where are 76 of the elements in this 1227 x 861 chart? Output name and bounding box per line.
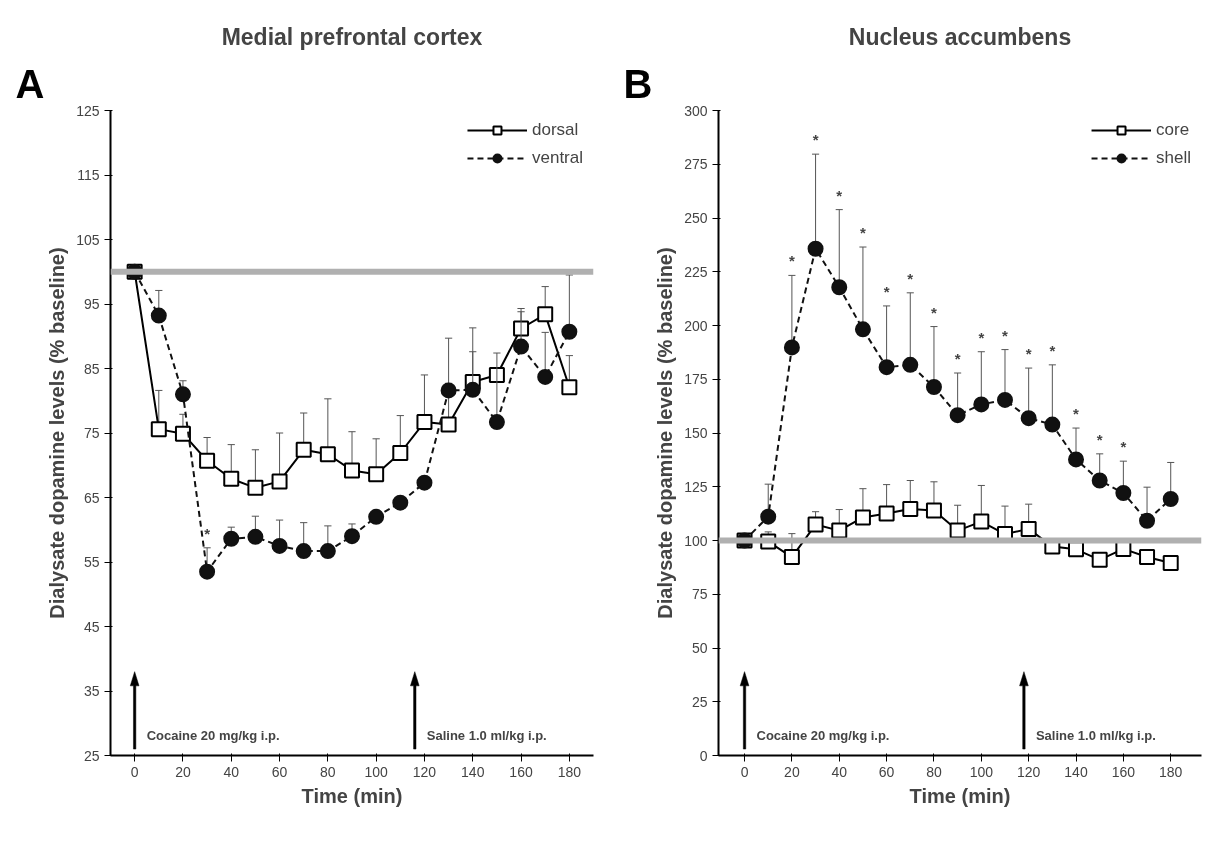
y-tick-label: 115 xyxy=(77,167,100,183)
y-tick-label: 95 xyxy=(83,296,100,312)
annotation: * xyxy=(860,224,867,242)
y-tick-label: 250 xyxy=(684,210,708,226)
x-tick-label: 60 xyxy=(271,763,288,780)
y-tick-label: 125 xyxy=(76,102,100,119)
ref-line-label: Saline 1.0 ml/kg i.p. xyxy=(1035,727,1156,743)
x-tick-label: 20 xyxy=(175,763,191,780)
y-tick-label: 200 xyxy=(684,317,708,334)
annotation: * xyxy=(788,252,795,270)
chart-title: Nucleus accumbens xyxy=(848,23,1072,50)
x-tick-label: 100 xyxy=(969,763,994,780)
x-axis-title: Time (min) xyxy=(909,784,1011,807)
annotation: * xyxy=(954,350,961,368)
x-tick-label: 20 xyxy=(784,763,800,780)
y-tick-label: 125 xyxy=(684,478,708,495)
text: B xyxy=(623,61,653,106)
x-tick-label: 180 xyxy=(557,763,582,780)
y-tick-label: 300 xyxy=(684,102,708,119)
legend-label: ventral xyxy=(531,148,583,168)
x-tick-label: 40 xyxy=(223,763,240,780)
legend-label: dorsal xyxy=(531,120,579,140)
y-tick-label: 65 xyxy=(83,489,100,506)
y-axis-title: Dialysate dopamine levels (% baseline) xyxy=(654,247,677,619)
y-tick-label: 85 xyxy=(83,360,100,377)
chart-title: Medial prefrontal cortex xyxy=(221,23,483,50)
y-tick-label: 105 xyxy=(76,231,100,248)
x-tick-label: 120 xyxy=(1016,763,1041,780)
x-tick-label: 160 xyxy=(509,763,533,780)
y-tick-label: 275 xyxy=(684,156,708,173)
x-tick-label: 0 xyxy=(740,763,749,780)
y-tick-label: 75 xyxy=(691,586,708,603)
annotation: * xyxy=(1120,438,1127,456)
annotation: * xyxy=(836,186,843,204)
y-tick-label: 50 xyxy=(691,640,708,656)
annotation: * xyxy=(931,303,938,321)
annotation: * xyxy=(978,328,985,346)
y-tick-label: 150 xyxy=(684,425,708,441)
legend-label: core xyxy=(1156,120,1190,140)
y-tick-label: 45 xyxy=(83,618,100,635)
annotation: * xyxy=(1049,341,1056,359)
x-tick-label: 160 xyxy=(1111,763,1136,780)
y-tick-label: 25 xyxy=(691,693,708,710)
x-tick-label: 80 xyxy=(926,763,942,780)
annotation: * xyxy=(907,269,914,287)
x-tick-label: 180 xyxy=(1159,763,1183,780)
annotation: * xyxy=(883,282,890,300)
annotation: * xyxy=(812,131,819,149)
x-tick-label: 100 xyxy=(364,763,389,780)
ref-line-label: Cocaine 20 mg/kg i.p. xyxy=(756,727,890,743)
x-tick-label: 0 xyxy=(130,763,139,780)
ref-line-label: Cocaine 20 mg/kg i.p. xyxy=(146,727,280,743)
ref-line-label: Saline 1.0 ml/kg i.p. xyxy=(426,727,547,743)
annotation: * xyxy=(1096,430,1103,448)
x-tick-label: 120 xyxy=(412,763,437,780)
x-axis-title: Time (min) xyxy=(301,784,403,807)
x-tick-label: 80 xyxy=(320,763,336,780)
x-tick-label: 60 xyxy=(878,763,895,780)
x-tick-label: 40 xyxy=(831,763,848,780)
x-tick-label: 140 xyxy=(1064,763,1088,780)
y-axis-title: Dialysate dopamine levels (% baseline) xyxy=(46,247,69,619)
annotation: * xyxy=(1002,326,1009,344)
annotation: * xyxy=(1025,345,1032,363)
y-tick-label: 175 xyxy=(684,371,708,388)
y-tick-label: 0 xyxy=(699,747,708,764)
y-tick-label: 25 xyxy=(83,747,100,764)
y-tick-label: 75 xyxy=(83,425,100,441)
text: A xyxy=(15,61,45,106)
legend-label: shell xyxy=(1156,148,1191,168)
y-tick-label: 35 xyxy=(83,683,100,699)
annotation: * xyxy=(1073,405,1080,423)
y-tick-label: 100 xyxy=(684,532,708,549)
annotation: * xyxy=(204,524,211,542)
y-tick-label: 55 xyxy=(83,554,100,570)
x-tick-label: 140 xyxy=(461,763,485,780)
y-tick-label: 225 xyxy=(684,263,708,280)
